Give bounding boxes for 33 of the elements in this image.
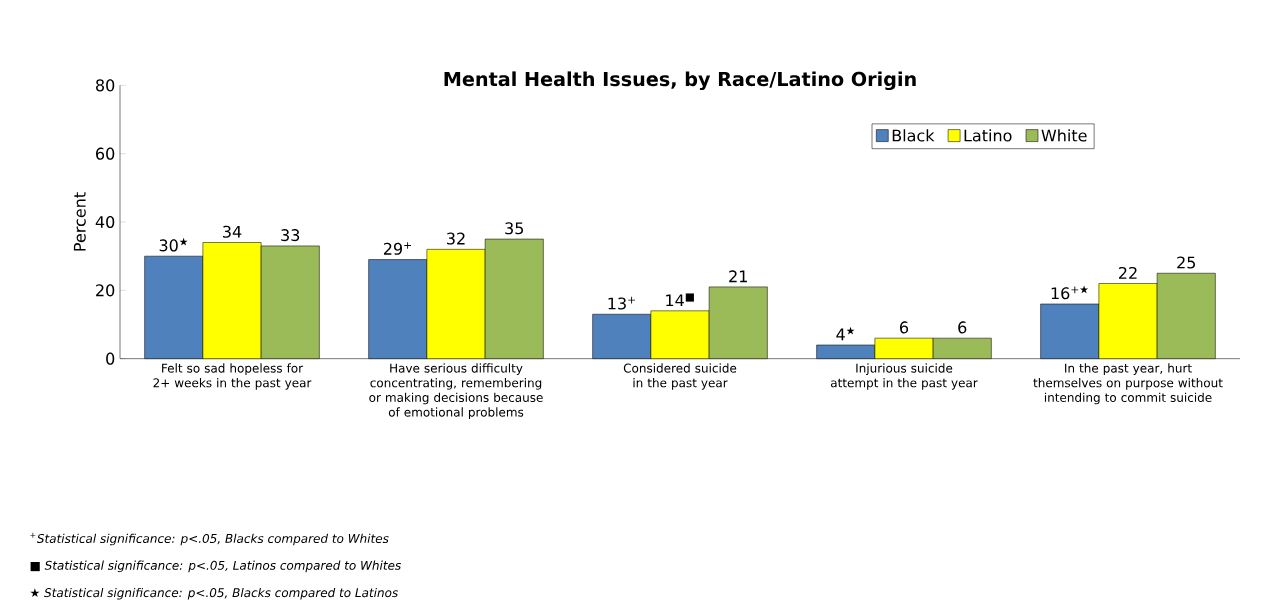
data-label: 29$^{+}$ [383,242,411,255]
legend-label: Latino [964,129,1012,142]
legend-label: White [1041,129,1087,142]
y-tick-label: 80 [96,79,115,92]
text: $^{+}$Statistical significance: p<.05, Blacks compared to Whites [30,532,389,546]
x-tick-label: In the past year, hurt themselves on purpose without intending to commit suicide [1033,363,1223,405]
data-label: 21 [729,270,747,283]
data-label: 6 [958,321,967,334]
data-label: 32 [447,232,465,245]
text: ★ Statistical significance: p<.05, Blacks compared to Latinos [30,587,398,600]
y-tick-label: 60 [96,147,115,160]
data-label: 4$^{★}$ [836,326,855,341]
x-tick-label: Have serious difficulty concentrating, remembering or making decisions because of emotional problems [369,363,543,419]
y-axis-title: Percent [73,192,86,251]
data-label: 16$^{+★}$ [1051,285,1089,300]
y-tick-label: 40 [95,215,115,229]
data-label: 6 [900,321,909,334]
x-tick-label: Felt so sad hopeless for 2+ weeks in the past year [153,363,312,390]
text: ■ Statistical significance: p<.05, Latinos compared to Whites [30,560,401,573]
chart-title: Mental Health Issues, by Race/Latino Origin [444,71,916,91]
x-tick-label: Considered suicide in the past year [623,363,737,390]
x-tick-label: Injurious suicide attempt in the past year [830,363,978,390]
data-label: 33 [281,229,300,242]
data-label: 30$^{★}$ [159,237,188,252]
legend-label: Black [892,129,935,142]
y-tick-label: 20 [96,284,115,297]
data-label: 22 [1118,266,1137,279]
data-label: 35 [505,222,524,235]
y-tick-label: 0 [106,352,115,365]
data-label: 14$^{■}$ [666,293,694,307]
data-label: 25 [1177,256,1196,269]
data-label: 13$^{+}$ [608,296,635,310]
data-label: 34 [223,225,242,238]
